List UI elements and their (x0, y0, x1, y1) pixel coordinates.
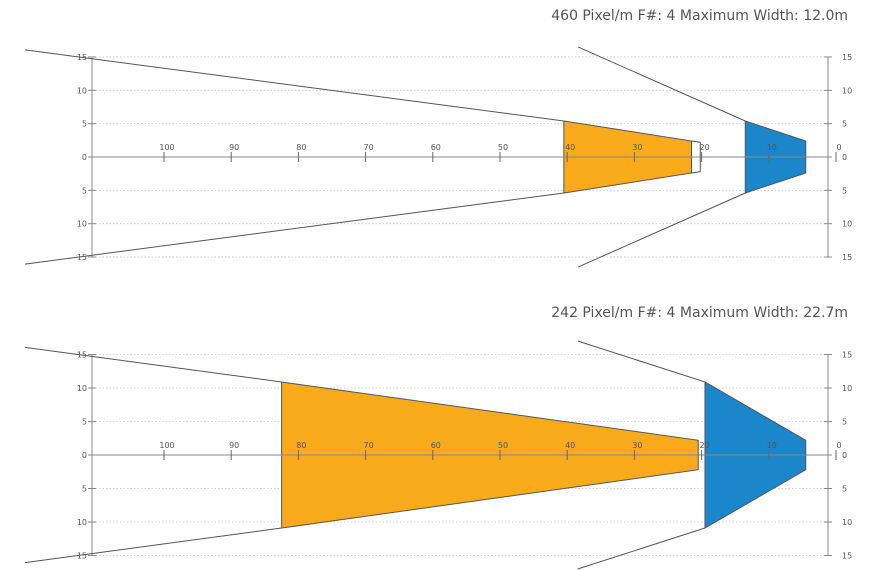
distance-tick-label: 60 (431, 143, 441, 152)
y-tick-label-left: 10 (77, 220, 87, 229)
y-tick-label-left: 10 (77, 86, 87, 95)
y-tick-label-left: 5 (82, 418, 87, 427)
distance-tick-label: 0 (836, 441, 841, 450)
distance-tick-label: 10 (767, 143, 777, 152)
y-tick-label-left: 10 (77, 384, 87, 393)
camera-ray-lower (577, 527, 706, 570)
distance-tick-label: 20 (700, 143, 710, 152)
y-tick-label-right: 10 (842, 86, 852, 95)
distance-tick-label: 100 (159, 143, 174, 152)
distance-tick-label: 50 (498, 441, 508, 450)
camera-ray-upper (577, 46, 746, 122)
distance-tick-label: 40 (565, 441, 575, 450)
y-tick-label-right: 5 (842, 186, 847, 195)
y-tick-label-left: 5 (82, 485, 87, 494)
camera-ray-upper (577, 340, 706, 383)
y-tick-label-right: 10 (842, 518, 852, 527)
y-tick-label-left: 0 (82, 153, 87, 162)
distance-tick-label: 70 (364, 143, 374, 152)
distance-tick-label: 70 (364, 441, 374, 450)
distance-tick-label: 90 (229, 441, 239, 450)
y-tick-label-right: 15 (842, 351, 852, 360)
y-tick-label-right: 10 (842, 220, 852, 229)
distance-tick-label: 30 (632, 441, 642, 450)
y-tick-label-right: 5 (842, 418, 847, 427)
distance-tick-label: 0 (836, 143, 841, 152)
y-tick-label-left: 15 (77, 552, 87, 561)
y-tick-label-left: 10 (77, 518, 87, 527)
y-tick-label-right: 15 (842, 552, 852, 561)
distance-tick-label: 30 (632, 143, 642, 152)
y-tick-label-right: 10 (842, 384, 852, 393)
distance-tick-label: 10 (767, 441, 777, 450)
y-tick-label-left: 15 (77, 253, 87, 262)
y-tick-label-left: 5 (82, 186, 87, 195)
distance-tick-label: 80 (296, 441, 306, 450)
gap-outline (691, 140, 701, 174)
coverage-panel-2: 1515101055005510101515100908070605040302… (24, 340, 852, 570)
y-tick-label-right: 5 (842, 120, 847, 129)
coverage-ray-lower (24, 192, 564, 265)
y-tick-label-right: 0 (842, 153, 847, 162)
distance-tick-label: 60 (431, 441, 441, 450)
panel-1-caption: 460 Pixel/m F#: 4 Maximum Width: 12.0m (551, 8, 848, 24)
distance-tick-label: 50 (498, 143, 508, 152)
y-tick-label-left: 0 (82, 451, 87, 460)
y-tick-label-right: 0 (842, 451, 847, 460)
camera-ray-lower (577, 192, 746, 268)
coverage-ray-lower (24, 527, 282, 564)
y-tick-label-right: 15 (842, 253, 852, 262)
coverage-panel-1: 1515101055005510101515100908070605040302… (24, 46, 852, 268)
coverage-ray-upper (24, 49, 564, 122)
y-tick-label-right: 15 (842, 53, 852, 62)
coverage-ray-upper (24, 346, 282, 383)
distance-tick-label: 80 (296, 143, 306, 152)
distance-tick-label: 100 (159, 441, 174, 450)
y-tick-label-right: 5 (842, 485, 847, 494)
distance-tick-label: 40 (565, 143, 575, 152)
panel-2-caption: 242 Pixel/m F#: 4 Maximum Width: 22.7m (551, 305, 848, 321)
y-tick-label-left: 5 (82, 120, 87, 129)
distance-tick-label: 90 (229, 143, 239, 152)
distance-tick-label: 20 (700, 441, 710, 450)
